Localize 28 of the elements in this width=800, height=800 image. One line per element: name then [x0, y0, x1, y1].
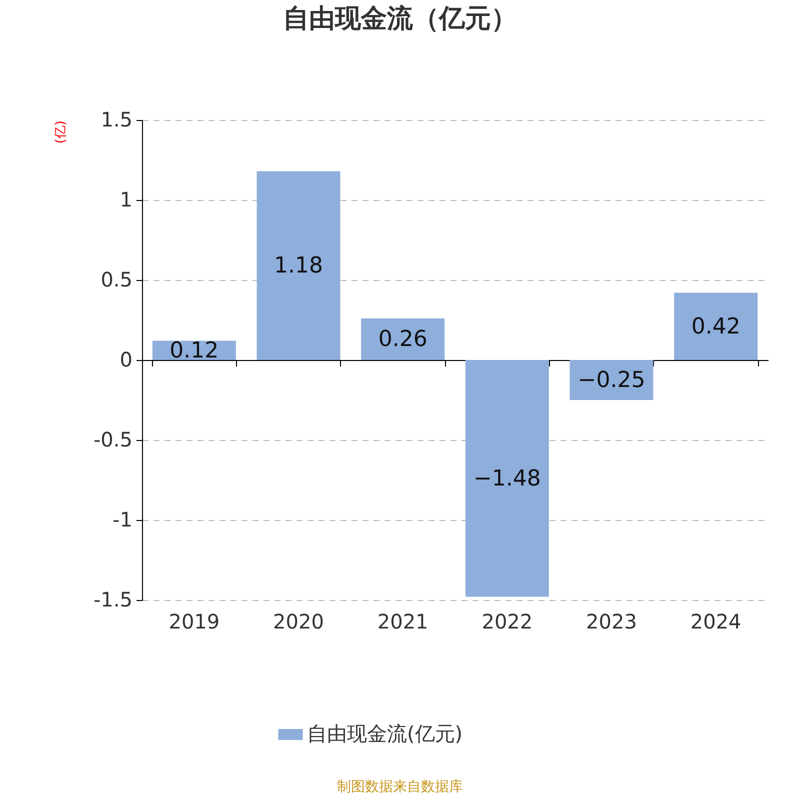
- y-tick-label: -1.5: [93, 588, 132, 612]
- x-tick-label: 2020: [273, 610, 324, 634]
- y-tick-label: 1: [120, 188, 132, 212]
- bar: [674, 292, 758, 360]
- legend-label: 自由现金流(亿元): [307, 722, 463, 746]
- data-label: −1.48: [473, 466, 541, 492]
- x-tick-label: 2024: [690, 610, 742, 634]
- data-label: 0.12: [170, 338, 219, 364]
- x-tick-label: 2019: [168, 610, 220, 634]
- data-label: −0.25: [578, 368, 646, 393]
- data-label: 1.18: [274, 254, 323, 279]
- bar: [570, 360, 654, 400]
- x-tick-label: 2022: [482, 610, 533, 634]
- y-tick-label: 1.5: [100, 108, 132, 132]
- y-tick-label: -0.5: [93, 428, 132, 452]
- bar: [256, 171, 340, 360]
- bar: [465, 360, 549, 597]
- chart-title: 自由现金流（亿元）: [283, 4, 517, 34]
- data-label: 0.42: [691, 314, 740, 340]
- y-tick-label: 0: [120, 348, 132, 372]
- text: 制图数据来自数据库: [336, 778, 464, 796]
- x-tick-label: 2021: [377, 610, 428, 634]
- bar: [361, 318, 445, 360]
- x-tick-label: 2023: [586, 610, 637, 634]
- data-label: 0.26: [378, 327, 428, 352]
- y-tick-label: 0.5: [100, 268, 132, 292]
- y-axis-title: (亿): [53, 120, 68, 144]
- y-tick-label: -1: [112, 508, 132, 532]
